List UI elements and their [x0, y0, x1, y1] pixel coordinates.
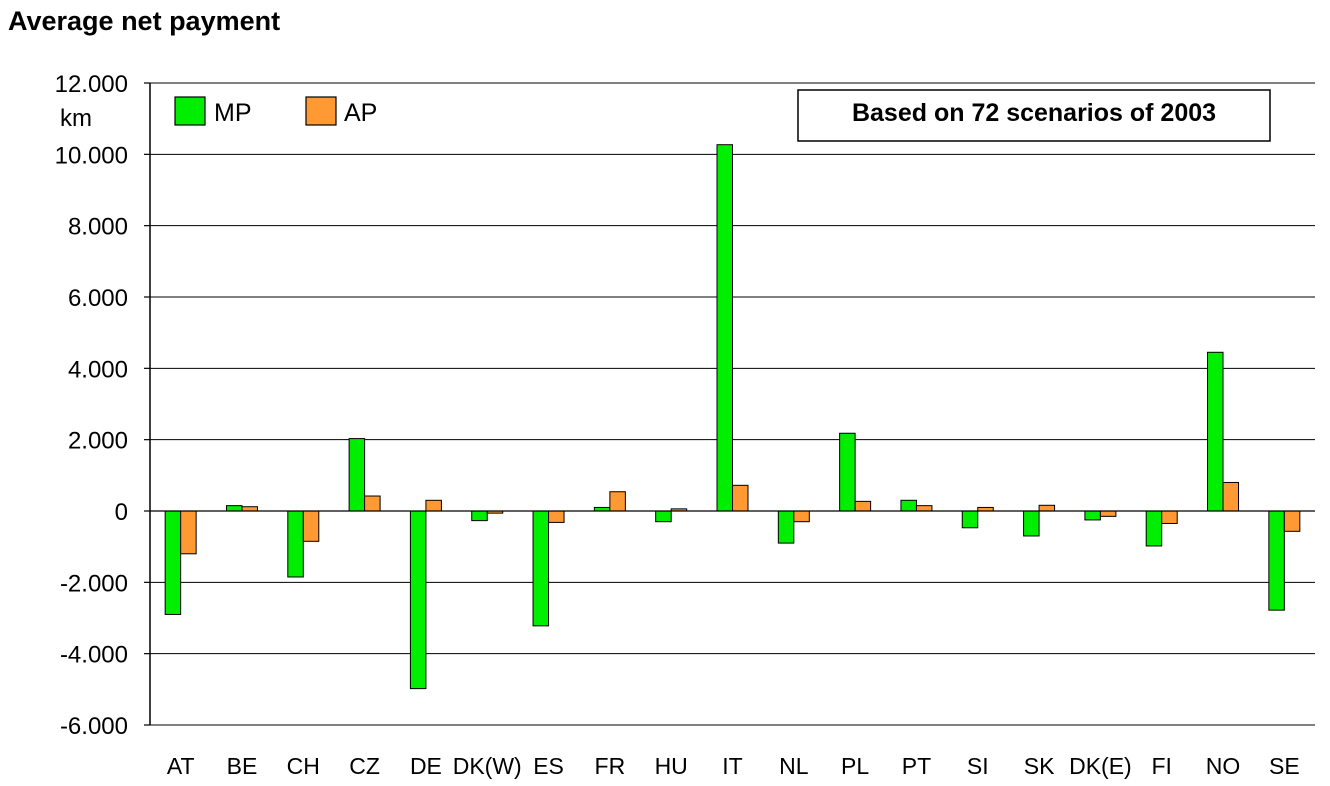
- x-category-label: PT: [902, 753, 931, 779]
- x-category-label: BE: [227, 753, 258, 779]
- bar-ap-sk: [1038, 504, 1056, 512]
- x-category-label: DK(W): [453, 753, 522, 779]
- chart-title: Average net payment: [8, 6, 281, 36]
- x-category-label: SI: [967, 753, 989, 779]
- annotation-box: Based on 72 scenarios of 2003: [797, 89, 1271, 142]
- bar-mp-ch: [287, 510, 304, 578]
- bar-ap-nl: [793, 510, 810, 523]
- legend-swatch-ap: [305, 96, 337, 126]
- bar-mp-cz: [348, 438, 366, 512]
- bar-mp-fi: [1145, 510, 1163, 547]
- bar-ap-pl: [854, 500, 872, 512]
- y-tick-label: 8.000: [68, 214, 128, 241]
- legend-label-mp: MP: [214, 99, 252, 127]
- y-tick-label: 0: [115, 499, 128, 526]
- x-category-label: FI: [1151, 753, 1171, 779]
- x-category-label: NO: [1206, 753, 1241, 779]
- legend: MP AP: [174, 96, 377, 127]
- bar-mp-si: [961, 510, 979, 529]
- bar-mp-dke: [1084, 510, 1101, 521]
- bar-ap-dke: [1099, 510, 1117, 517]
- y-axis-unit-label: km: [60, 105, 92, 132]
- annotation-frame: [797, 89, 1271, 142]
- bar-ap-be: [241, 506, 258, 512]
- x-category-label: DE: [410, 753, 442, 779]
- bar-mp-pl: [839, 432, 856, 512]
- bar-mp-de: [409, 510, 427, 690]
- x-category-label: AT: [167, 753, 195, 779]
- y-tick-label: 2.000: [68, 428, 128, 455]
- y-tick-label: -6.000: [60, 713, 128, 740]
- bar-ap-pt: [915, 505, 933, 512]
- x-category-label: DK(E): [1069, 753, 1132, 779]
- y-tick-labels: 12.000 10.000 8.000 6.000 4.000 2.000 0 -2.000 -…: [55, 71, 128, 740]
- bar-mp-it: [716, 144, 733, 512]
- x-category-label: ES: [533, 753, 564, 779]
- bar-mp-sk: [1023, 510, 1040, 537]
- category-labels: AT BE CH CZ DE DK(W) ES FR HU IT NL PL PT SI SK DK(E) FI…: [167, 753, 1300, 779]
- x-category-label: PL: [841, 753, 869, 779]
- bar-ap-de: [425, 499, 442, 512]
- bar-mp-no: [1207, 351, 1224, 512]
- x-category-label: CZ: [349, 753, 380, 779]
- x-category-label: HU: [655, 753, 688, 779]
- x-category-label: FR: [595, 753, 626, 779]
- bar-ap-at: [180, 510, 197, 555]
- bar-ap-no: [1222, 481, 1240, 512]
- bar-mp-es: [532, 510, 550, 627]
- bar-mp-pt: [900, 499, 917, 512]
- y-tick-label: 12.000: [55, 71, 128, 98]
- bar-ap-fr: [609, 491, 626, 512]
- x-category-label: IT: [722, 753, 742, 779]
- annotation-text: Based on 72 scenarios of 2003: [852, 99, 1216, 127]
- bar-ap-es: [548, 510, 565, 523]
- legend-swatch-mp: [174, 96, 206, 126]
- bar-ap-cz: [364, 495, 381, 512]
- bar-mp-hu: [655, 510, 672, 523]
- bar-ap-fi: [1161, 510, 1178, 524]
- x-category-label: CH: [287, 753, 320, 779]
- bar-ap-it: [732, 484, 749, 512]
- y-tick-label: 4.000: [68, 356, 128, 383]
- y-tick-label: -2.000: [60, 570, 128, 597]
- bar-ap-se: [1283, 510, 1301, 532]
- legend-label-ap: AP: [344, 99, 377, 127]
- bar-mp-dkw: [471, 510, 488, 522]
- bar-ap-ch: [302, 510, 320, 542]
- bars: [164, 144, 1301, 690]
- y-tick-label: -4.000: [60, 642, 128, 669]
- bar-mp-at: [164, 510, 182, 615]
- y-tick-label: 6.000: [68, 285, 128, 312]
- bar-mp-be: [225, 505, 243, 512]
- bar-mp-se: [1268, 510, 1285, 611]
- x-category-label: SK: [1024, 753, 1055, 779]
- bar-mp-nl: [777, 510, 795, 544]
- x-category-label: NL: [779, 753, 809, 779]
- x-category-label: SE: [1269, 753, 1300, 779]
- y-tick-label: 10.000: [55, 142, 128, 169]
